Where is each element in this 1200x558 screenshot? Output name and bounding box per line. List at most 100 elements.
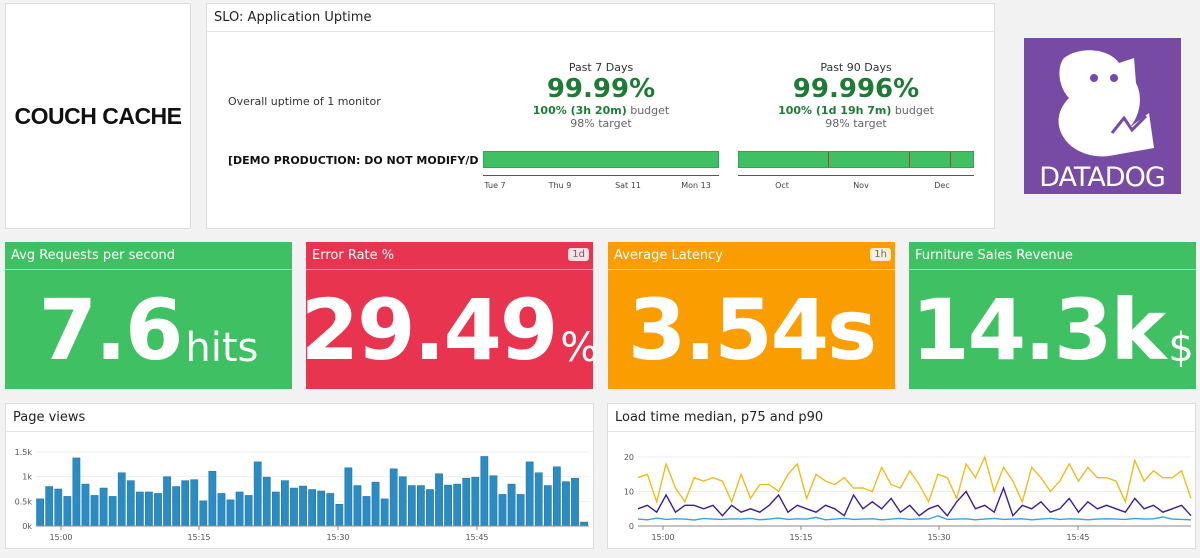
bar xyxy=(371,481,380,527)
timeframe-badge: 1d xyxy=(568,248,589,261)
widget-unit: hits xyxy=(185,325,259,371)
bar xyxy=(489,475,498,527)
widget-avg-requests[interactable]: Avg Requests per second 7.6 hits xyxy=(5,242,292,389)
bar xyxy=(507,483,516,527)
bar xyxy=(435,473,443,527)
series-line xyxy=(637,514,1192,521)
bar xyxy=(571,477,579,527)
bar xyxy=(117,472,126,527)
bar xyxy=(516,494,525,527)
widget-title: Error Rate % xyxy=(306,242,593,270)
x-tick-label: 15:30 xyxy=(927,533,950,542)
y-tick-label: 1.5k xyxy=(15,448,33,457)
bar xyxy=(108,496,117,527)
week-tick: Mon 13 xyxy=(681,181,711,190)
bar xyxy=(262,476,271,527)
bar xyxy=(145,491,153,527)
quarter-uptime: 99.996% xyxy=(792,74,920,104)
bar xyxy=(426,489,434,527)
widget-average-latency[interactable]: Average Latency 1h 3.54s xyxy=(608,242,895,389)
slo-widget[interactable]: SLO: Application Uptime Overall uptime o… xyxy=(206,3,995,229)
bar xyxy=(444,484,452,527)
x-tick-label: 15:00 xyxy=(49,533,72,542)
bar xyxy=(308,489,316,527)
quarter-tick: Dec xyxy=(934,181,950,190)
quarter-budget: 100% (1d 19h 7m) xyxy=(778,104,892,117)
series-line xyxy=(637,485,1192,518)
widget-error-rate[interactable]: Error Rate % 1d 29.49% xyxy=(301,242,598,389)
bar xyxy=(271,491,280,527)
bar xyxy=(407,485,416,527)
slo-description: Overall uptime of 1 monitor xyxy=(228,95,381,108)
bar xyxy=(135,491,144,527)
bar xyxy=(580,521,588,527)
bar xyxy=(380,498,389,527)
widget-sales-revenue[interactable]: Furniture Sales Revenue 14.3k $ xyxy=(909,242,1196,389)
load-time-chart[interactable]: 0 10 20 15:00 15:15 15:30 15:45 xyxy=(608,432,1195,548)
budget-label: budget xyxy=(630,104,670,117)
bar xyxy=(290,487,298,527)
bar xyxy=(36,498,45,527)
bar xyxy=(462,477,471,527)
bar xyxy=(72,457,81,527)
y-tick-label: 1k xyxy=(22,473,32,482)
page-views-widget[interactable]: Page views 0k 0.5k 1k 1.5k 15:00 15:15 15:30 15… xyxy=(5,403,594,549)
chart-title: Page views xyxy=(6,404,593,432)
timeframe-badge: 1h xyxy=(870,248,891,261)
widget-value: 3.54s xyxy=(627,280,877,379)
week-tick: Sat 11 xyxy=(615,181,641,190)
bar xyxy=(389,468,398,527)
bar xyxy=(362,496,371,527)
load-time-widget[interactable]: Load time median, p75 and p90 0 10 20 15:00… xyxy=(607,403,1196,549)
bar xyxy=(199,500,208,527)
bar xyxy=(335,504,344,527)
quarter-uptime-bar[interactable] xyxy=(738,151,974,168)
widget-title: Avg Requests per second xyxy=(5,242,292,270)
bar xyxy=(552,466,561,527)
week-uptime: 99.99% xyxy=(546,74,656,104)
quarter-tick: Nov xyxy=(853,181,869,190)
bar xyxy=(163,476,171,527)
week-period: Past 7 Days xyxy=(568,61,634,74)
datadog-wordmark: DATADOG xyxy=(1039,162,1165,193)
bar xyxy=(208,470,217,527)
bar xyxy=(471,476,480,527)
x-tick-label: 15:45 xyxy=(1066,533,1089,542)
quarter-target: 98% target xyxy=(825,117,887,130)
bar xyxy=(253,461,262,527)
page-views-chart[interactable]: 0k 0.5k 1k 1.5k 15:00 15:15 15:30 15:45 xyxy=(6,432,593,548)
bar xyxy=(63,496,72,527)
week-tick: Thu 9 xyxy=(548,181,572,190)
bar xyxy=(344,467,353,527)
bar xyxy=(317,490,326,527)
bar xyxy=(190,479,199,527)
widget-title: Average Latency xyxy=(608,242,895,270)
bar xyxy=(498,494,507,527)
bar xyxy=(244,495,253,527)
y-tick-label: 20 xyxy=(624,453,634,462)
bar xyxy=(398,476,407,527)
bar xyxy=(562,481,570,527)
week-uptime-bar[interactable] xyxy=(483,151,719,168)
widget-value: 29.49 xyxy=(300,280,559,379)
bar xyxy=(417,485,425,527)
x-tick-label: 15:30 xyxy=(326,533,349,542)
quarter-tick: Oct xyxy=(775,181,789,190)
bar xyxy=(543,485,552,527)
quarter-period: Past 90 Days xyxy=(820,61,892,74)
slo-title: SLO: Application Uptime xyxy=(207,4,994,32)
y-tick-label: 0 xyxy=(629,522,634,531)
bar xyxy=(54,488,63,527)
bar xyxy=(480,456,489,527)
monitor-name[interactable]: [DEMO PRODUCTION: DO NOT MODIFY/D xyxy=(228,154,479,167)
widget-title: Furniture Sales Revenue xyxy=(909,242,1196,270)
bar xyxy=(525,461,534,527)
widget-unit: $ xyxy=(1168,325,1194,371)
bar xyxy=(534,472,543,527)
bar xyxy=(81,483,90,527)
series-line xyxy=(637,454,1192,505)
x-tick-label: 15:15 xyxy=(187,533,210,542)
budget-label: budget xyxy=(894,104,934,117)
bar xyxy=(235,491,244,527)
bar xyxy=(126,480,135,527)
